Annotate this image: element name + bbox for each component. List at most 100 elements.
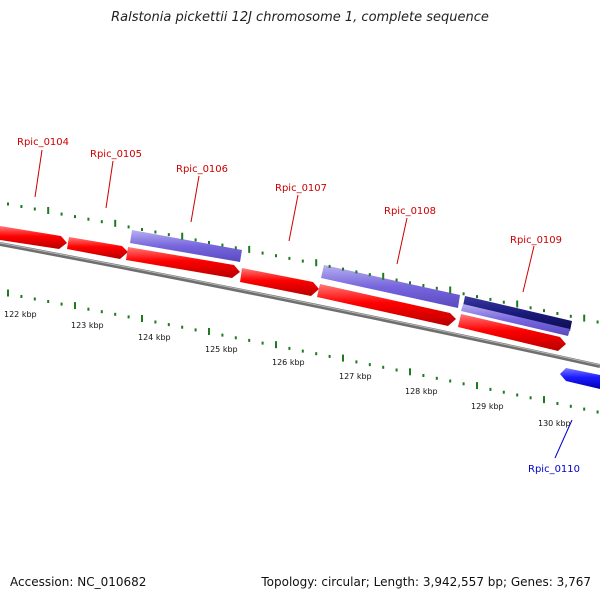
- outer-minor-tick: [33, 207, 36, 211]
- gene-Rpic_0110-cds[interactable]: [560, 368, 600, 389]
- gene-Rpic_0106-rna[interactable]: [130, 230, 242, 262]
- inner-minor-tick: [194, 328, 197, 332]
- outer-minor-tick: [529, 306, 532, 310]
- inner-minor-tick: [181, 325, 184, 329]
- outer-minor-tick: [74, 215, 76, 219]
- inner-minor-tick: [596, 410, 599, 414]
- inner-minor-tick: [221, 333, 224, 337]
- scale-label-125-kbp: 125 kbp: [205, 345, 238, 354]
- outer-minor-tick: [87, 217, 90, 221]
- inner-minor-tick: [422, 374, 425, 377]
- gene-label-Rpic_0107[interactable]: Rpic_0107: [275, 183, 327, 194]
- outer-minor-tick: [596, 320, 599, 324]
- inner-minor-tick: [382, 365, 385, 369]
- outer-minor-tick: [462, 292, 465, 296]
- map-title: Ralstonia pickettii 12J chromosome 1, co…: [111, 10, 489, 25]
- gene-label-Rpic_0109[interactable]: Rpic_0109: [510, 235, 562, 246]
- outer-minor-tick: [489, 297, 492, 301]
- outer-minor-tick: [543, 309, 545, 313]
- outer-minor-tick: [221, 243, 224, 247]
- inner-major-tick: [141, 315, 143, 322]
- outer-minor-tick: [502, 300, 505, 304]
- inner-major-tick: [476, 382, 478, 390]
- inner-minor-tick: [435, 376, 438, 380]
- inner-minor-tick: [449, 379, 452, 383]
- scale-label-123-kbp: 123 kbp: [71, 321, 104, 330]
- inner-minor-tick: [489, 387, 492, 391]
- inner-minor-tick: [395, 368, 398, 372]
- gene-label-Rpic_0108[interactable]: Rpic_0108: [384, 206, 436, 217]
- inner-minor-tick: [516, 393, 519, 397]
- inner-minor-tick: [114, 312, 117, 316]
- gene-label-Rpic_0104[interactable]: Rpic_0104: [17, 137, 69, 148]
- outer-minor-tick: [261, 251, 264, 255]
- label-leader-lines: [34, 149, 535, 293]
- outer-minor-tick: [409, 281, 411, 285]
- inner-minor-tick: [529, 396, 532, 400]
- outer-minor-tick: [476, 295, 478, 299]
- accession-text: Accession: NC_010682: [10, 575, 147, 589]
- inner-minor-tick: [261, 341, 264, 345]
- outer-minor-tick: [154, 230, 157, 234]
- outer-minor-tick: [167, 233, 170, 237]
- gene-label-Rpic_0106[interactable]: Rpic_0106: [176, 164, 228, 175]
- inner-tick-marks: [7, 289, 599, 414]
- inner-major-tick: [74, 302, 76, 310]
- outer-minor-tick: [328, 264, 331, 268]
- outer-minor-tick: [127, 225, 130, 229]
- outer-major-tick: [382, 272, 385, 280]
- inner-minor-tick: [328, 354, 331, 358]
- inner-minor-tick: [87, 307, 90, 311]
- inner-major-tick: [208, 328, 210, 335]
- outer-major-tick: [248, 245, 251, 253]
- outer-major-tick: [47, 207, 50, 214]
- gene-Rpic_0109-rna-dark[interactable]: [463, 296, 572, 331]
- inner-major-tick: [342, 354, 344, 362]
- gene-Rpic_0107-cds[interactable]: [240, 268, 319, 296]
- outer-minor-tick: [422, 284, 425, 287]
- inner-minor-tick: [234, 336, 237, 340]
- outer-minor-tick: [208, 241, 210, 244]
- gene-label-Rpic_0110[interactable]: Rpic_0110: [528, 464, 580, 475]
- inner-minor-tick: [127, 315, 130, 319]
- inner-minor-tick: [502, 390, 505, 394]
- scale-label-130-kbp: 130 kbp: [538, 419, 571, 428]
- outer-minor-tick: [368, 273, 371, 277]
- inner-minor-tick: [301, 349, 304, 353]
- gene-label-Rpic_0105[interactable]: Rpic_0105: [90, 149, 142, 160]
- outer-minor-tick: [141, 228, 143, 231]
- outer-minor-tick: [20, 205, 23, 208]
- inner-minor-tick: [167, 323, 170, 327]
- inner-major-tick: [7, 289, 9, 297]
- scale-label-129-kbp: 129 kbp: [471, 402, 504, 411]
- inner-major-tick: [275, 341, 277, 349]
- inner-minor-tick: [556, 402, 559, 405]
- outer-major-tick: [114, 219, 117, 227]
- scale-label-127-kbp: 127 kbp: [339, 372, 372, 381]
- scale-label-122-kbp: 122 kbp: [4, 310, 37, 319]
- gene-Rpic_0106-cds[interactable]: [126, 247, 240, 278]
- label-leader-Rpic_0110: [554, 419, 573, 459]
- backbone-line: [0, 242, 600, 368]
- inner-minor-tick: [368, 363, 371, 367]
- outer-minor-tick: [7, 202, 9, 206]
- inner-minor-tick: [33, 297, 36, 301]
- inner-minor-tick: [355, 360, 358, 364]
- outer-minor-tick: [301, 259, 304, 263]
- gene-Rpic_0108-cds[interactable]: [317, 284, 456, 326]
- gene-Rpic_0104-cds[interactable]: [0, 226, 67, 249]
- gene-Rpic_0109-cds[interactable]: [458, 314, 566, 351]
- gene-Rpic_0108-rna[interactable]: [321, 265, 460, 308]
- inner-minor-tick: [462, 382, 465, 386]
- scale-label-126-kbp: 126 kbp: [272, 358, 305, 367]
- inner-minor-tick: [100, 310, 103, 314]
- inner-minor-tick: [583, 407, 586, 411]
- inner-minor-tick: [47, 300, 50, 303]
- gene-Rpic_0109-rna[interactable]: [461, 304, 570, 336]
- outer-minor-tick: [435, 286, 438, 290]
- gene-Rpic_0105-cds[interactable]: [67, 237, 128, 259]
- outer-minor-tick: [355, 270, 358, 274]
- outer-major-tick: [449, 286, 452, 294]
- inner-minor-tick: [60, 302, 63, 306]
- outer-minor-tick: [60, 212, 63, 216]
